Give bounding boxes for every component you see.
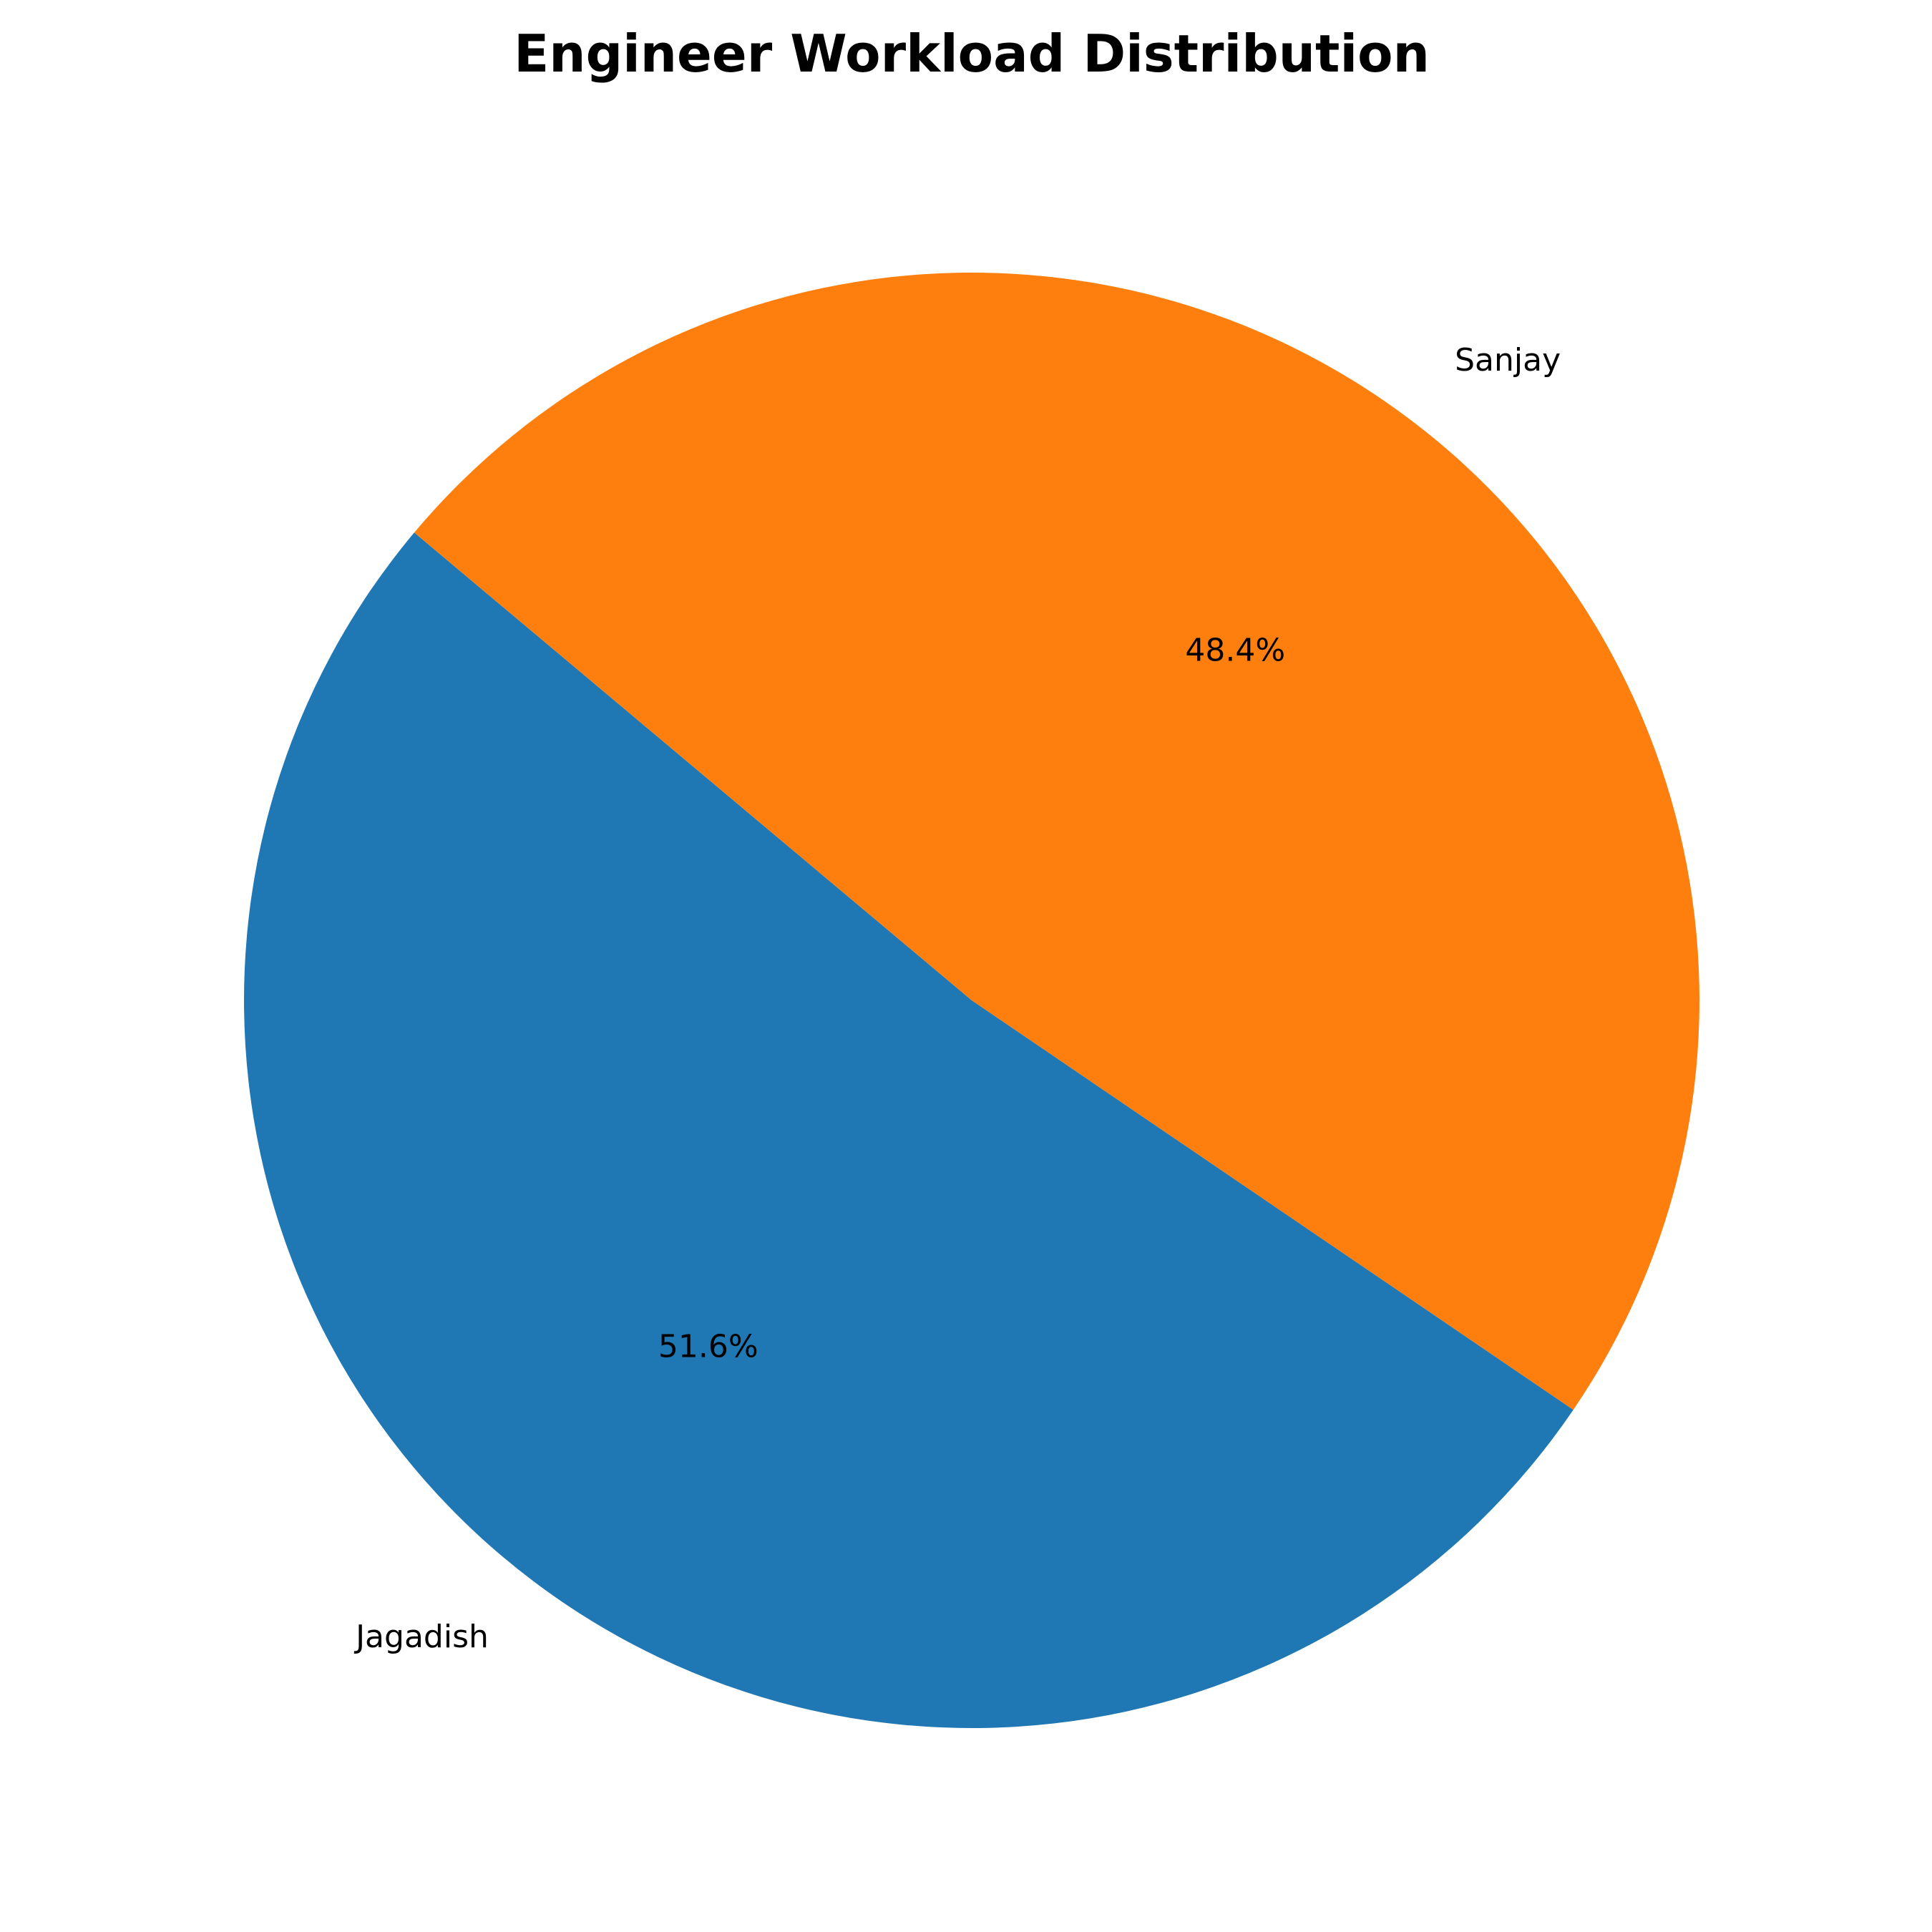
pie-slice-jagadish (244, 532, 1574, 1728)
slice-label-sanjay: Sanjay (1455, 342, 1561, 379)
chart-title: Engineer Workload Distribution (514, 24, 1430, 84)
pie-slices (244, 272, 1700, 1728)
pie-labels: Jagadish 51.6% Sanjay 48.4% (353, 342, 1561, 1655)
pie-slice-sanjay (414, 272, 1700, 1410)
slice-pct-jagadish: 51.6% (658, 1329, 758, 1365)
slice-pct-sanjay: 48.4% (1185, 632, 1285, 668)
slice-label-jagadish: Jagadish (353, 1619, 489, 1655)
